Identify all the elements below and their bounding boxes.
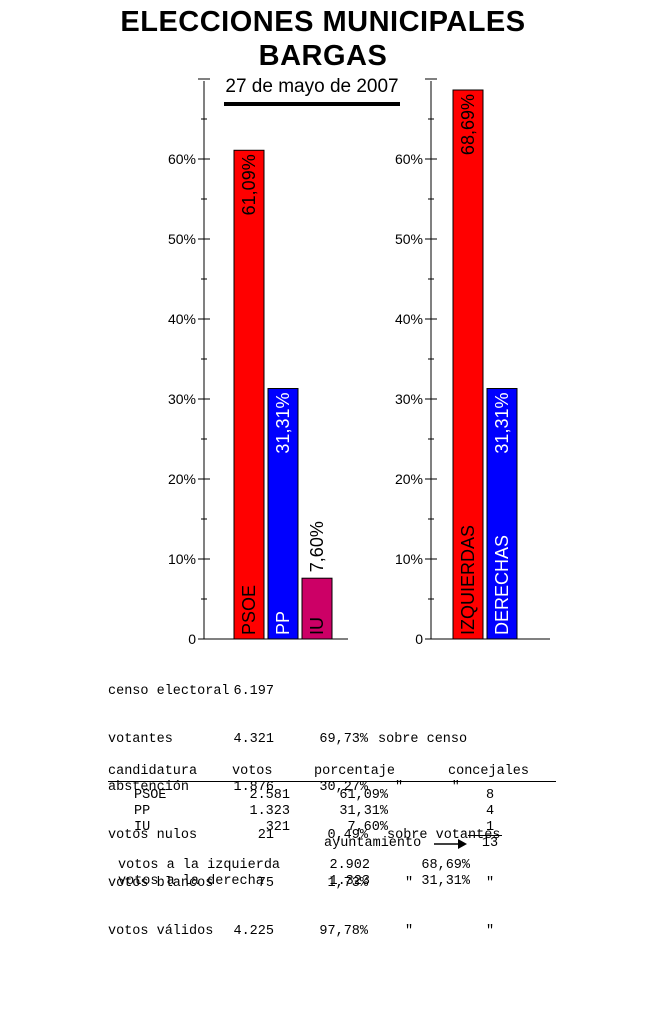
y-tick-label: 10% xyxy=(395,551,423,567)
stat-note: sobre censo xyxy=(378,732,468,747)
ayuntamiento-total: 13 xyxy=(481,836,499,851)
bar-value-label: 7,60% xyxy=(307,521,327,572)
y-tick-label: 0 xyxy=(188,631,196,647)
cand-votos: 321 xyxy=(265,820,290,835)
y-tick-label: 60% xyxy=(168,151,196,167)
bar xyxy=(486,388,518,640)
cand-name: PSOE xyxy=(134,788,167,803)
stat-label: censo electoral xyxy=(108,684,230,699)
stat-note: " " xyxy=(405,924,495,939)
cand-pct: 31,31% xyxy=(339,804,388,819)
bloque-pct: 31,31% xyxy=(421,874,470,889)
stat-label: votos blancos xyxy=(108,876,214,891)
stats-row: abstención 1.876 30,27% " " xyxy=(108,780,460,796)
stat-value: 1.876 xyxy=(233,780,274,795)
candidaturas-header: candidatura votos porcentaje concejales xyxy=(108,764,558,780)
stat-pct: 0,49% xyxy=(327,828,368,843)
y-tick-label: 10% xyxy=(168,551,196,567)
cand-concejales: 1 xyxy=(485,820,495,835)
bar-charts: 0 10% 20% 30% 40% 50% 60% 61,09% PSOE 31,31% PP 7,6… xyxy=(168,78,550,647)
bar-value-label: 31,31% xyxy=(273,393,293,454)
y-tick-label: 40% xyxy=(168,311,196,327)
y-tick-label: 20% xyxy=(395,471,423,487)
category-label: IZQUIERDAS xyxy=(458,525,478,635)
bar xyxy=(452,89,484,640)
cand-name: IU xyxy=(134,820,151,835)
stats-table: censo electoral 6.197 votantes 4.321 69,… xyxy=(108,652,500,956)
bar-value-label: 31,31% xyxy=(492,393,512,454)
table-row: IU 321 7,60% 1 xyxy=(108,820,558,836)
table-row: PP 1.323 31,31% 4 xyxy=(108,804,558,820)
category-label: PP xyxy=(273,611,293,635)
cand-votos: 1.323 xyxy=(249,804,290,819)
arrow-right-icon xyxy=(434,839,467,849)
bloque-label: votos a la derecha xyxy=(118,874,264,889)
ayuntamiento-label: ayuntamiento xyxy=(324,836,422,851)
stat-pct: 1,73% xyxy=(327,876,368,891)
cand-pct: 7,60% xyxy=(347,820,388,835)
col-concejales: concejales xyxy=(448,764,530,779)
y-tick-label: 30% xyxy=(395,391,423,407)
bar-value-label: 61,09% xyxy=(239,154,259,215)
y-tick-label: 20% xyxy=(168,471,196,487)
y-tick-label: 50% xyxy=(168,231,196,247)
stat-label: abstención xyxy=(108,780,190,795)
category-label: IU xyxy=(307,617,327,635)
candidaturas-body: PSOE 2.581 61,09% 8 PP 1.323 31,31% 4 IU… xyxy=(108,788,558,836)
col-votos: votos xyxy=(232,764,273,779)
stat-pct: 69,73% xyxy=(319,732,368,747)
y-tick-label: 40% xyxy=(395,311,423,327)
cand-concejales: 8 xyxy=(485,788,495,803)
stats-row: votos blancos 75 1,73% " " xyxy=(108,876,494,892)
cand-votos: 2.581 xyxy=(249,788,290,803)
col-porcentaje: porcentaje xyxy=(314,764,396,779)
bloque-label: votos a la izquierda xyxy=(118,858,281,873)
bar xyxy=(301,577,333,640)
category-label: DERECHAS xyxy=(492,535,512,635)
header-rule xyxy=(108,781,556,782)
stat-label: votos nulos xyxy=(108,828,198,843)
stat-note: " " xyxy=(395,780,460,795)
y-tick-label: 60% xyxy=(395,151,423,167)
bar xyxy=(233,149,265,640)
stat-pct: 97,78% xyxy=(319,924,368,939)
table-row: PSOE 2.581 61,09% 8 xyxy=(108,788,558,804)
stats-row: votantes 4.321 69,73% sobre censo xyxy=(108,732,467,748)
title-line-1: ELECCIONES MUNICIPALES xyxy=(120,6,526,38)
stat-value: 21 xyxy=(257,828,274,843)
bar-value-label: 68,69% xyxy=(458,94,478,155)
table-row: votos a la derecha 1.323 31,31% xyxy=(108,874,558,890)
bloques-table: votos a la izquierda 2.902 68,69% votos … xyxy=(108,858,558,890)
cand-concejales: 4 xyxy=(485,804,495,819)
stat-label: votantes xyxy=(108,732,173,747)
y-tick-label: 0 xyxy=(415,631,423,647)
stat-value: 4.225 xyxy=(233,924,274,939)
cand-pct: 61,09% xyxy=(339,788,388,803)
ayuntamiento-row: ayuntamiento 13 xyxy=(108,836,558,852)
stats-row: censo electoral 6.197 xyxy=(108,684,274,700)
stats-row: votos válidos 4.225 97,78% " " xyxy=(108,924,494,940)
bloque-pct: 68,69% xyxy=(421,858,470,873)
bloque-votos: 1.323 xyxy=(329,874,370,889)
stat-value: 75 xyxy=(257,876,274,891)
y-tick-label: 30% xyxy=(168,391,196,407)
cand-name: PP xyxy=(134,804,151,819)
col-candidatura: candidatura xyxy=(108,764,198,779)
election-date: 27 de mayo de 2007 xyxy=(225,76,399,97)
stat-value: 6.197 xyxy=(233,684,274,699)
date-underline xyxy=(224,102,400,106)
seats-sum-rule xyxy=(468,835,502,836)
y-tick-label: 50% xyxy=(395,231,423,247)
stat-note: " " xyxy=(405,876,495,891)
stat-pct: 30,27% xyxy=(319,780,368,795)
category-label: PSOE xyxy=(239,585,259,635)
title-line-2: BARGAS xyxy=(258,40,388,72)
bloque-votos: 2.902 xyxy=(329,858,370,873)
stat-value: 4.321 xyxy=(233,732,274,747)
table-row: votos a la izquierda 2.902 68,69% xyxy=(108,858,558,874)
bar xyxy=(267,388,299,640)
stat-label: votos válidos xyxy=(108,924,214,939)
